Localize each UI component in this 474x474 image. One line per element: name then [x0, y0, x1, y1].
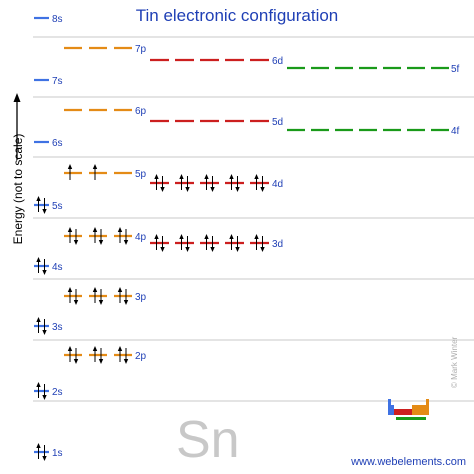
spin-down-arrowhead: [235, 187, 240, 192]
spin-down-arrowhead: [185, 187, 190, 192]
shell-dividers: [33, 36, 474, 402]
spin-down-arrowhead: [42, 456, 47, 461]
spin-down-arrowhead: [42, 270, 47, 275]
spin-up-arrowhead: [67, 287, 73, 292]
orbital-label: 5f: [451, 64, 460, 75]
orbital-4p: 4p: [64, 227, 147, 245]
orbital-7s: 7s: [34, 76, 63, 87]
spin-up-arrowhead: [204, 174, 209, 179]
spin-up-arrowhead: [92, 227, 98, 232]
spin-up-arrowhead: [36, 443, 41, 448]
spin-down-arrowhead: [185, 247, 190, 252]
spin-up-arrowhead: [67, 346, 73, 351]
spin-down-arrowhead: [235, 247, 240, 252]
spin-up-arrowhead: [92, 346, 98, 351]
orbital-4f: 4f: [287, 126, 460, 137]
orbital-6p: 6p: [64, 106, 147, 117]
orbital-label: 7s: [52, 76, 63, 87]
orbital-label: 4p: [135, 232, 147, 243]
orbital-label: 6s: [52, 138, 63, 149]
spin-down-arrowhead: [98, 300, 104, 305]
spin-up-arrowhead: [36, 382, 41, 387]
credit-text: © Mark Winter: [450, 336, 459, 388]
spin-down-arrowhead: [210, 247, 215, 252]
spin-down-arrowhead: [42, 209, 47, 214]
orbital-label: 4f: [451, 126, 460, 137]
spin-up-arrowhead: [36, 317, 41, 322]
orbital-label: 3p: [135, 292, 147, 303]
spin-down-arrowhead: [123, 300, 129, 305]
spin-down-arrowhead: [73, 300, 79, 305]
spin-down-arrowhead: [98, 359, 104, 364]
orbital-label: 1s: [52, 448, 63, 459]
spin-down-arrowhead: [260, 187, 265, 192]
orbital-3d: 3d: [150, 234, 283, 252]
orbital-label: 5p: [135, 169, 147, 180]
spin-down-arrowhead: [210, 187, 215, 192]
orbital-6d: 6d: [150, 56, 283, 67]
spin-up-arrowhead: [117, 287, 123, 292]
orbital-4d: 4d: [150, 174, 283, 192]
orbital-levels: 1s 2s 2p 3s 3p 4s 3d 4p 5s 4d 5p 6s 4f 5d 6p 7s 5f 6d 7p 8s: [34, 14, 460, 461]
spin-up-arrowhead: [92, 287, 98, 292]
orbital-label: 3s: [52, 322, 63, 333]
orbital-label: 5s: [52, 201, 63, 212]
orbital-label: 4d: [272, 179, 283, 190]
orbital-7p: 7p: [64, 44, 147, 55]
orbital-1s: 1s: [34, 443, 63, 461]
spin-down-arrowhead: [42, 330, 47, 335]
spin-up-arrowhead: [254, 234, 259, 239]
spin-up-arrowhead: [92, 164, 98, 169]
orbital-label: 6p: [135, 106, 147, 117]
element-symbol: Sn: [176, 411, 240, 469]
spin-up-arrowhead: [36, 196, 41, 201]
spin-down-arrowhead: [160, 247, 165, 252]
orbital-3s: 3s: [34, 317, 63, 335]
orbital-label: 5d: [272, 117, 283, 128]
spin-up-arrowhead: [67, 164, 73, 169]
spin-down-arrowhead: [73, 240, 79, 245]
orbital-6s: 6s: [34, 138, 63, 149]
orbital-label: 7p: [135, 44, 147, 55]
orbital-5p: 5p: [64, 164, 147, 180]
orbital-label: 2p: [135, 351, 147, 362]
spin-down-arrowhead: [260, 247, 265, 252]
website-link[interactable]: www.webelements.com: [351, 456, 466, 468]
spin-up-arrowhead: [229, 174, 234, 179]
orbital-5f: 5f: [287, 64, 460, 75]
spin-up-arrowhead: [179, 234, 184, 239]
spin-up-arrowhead: [117, 227, 123, 232]
orbital-5s: 5s: [34, 196, 63, 214]
orbital-3p: 3p: [64, 287, 147, 305]
spin-up-arrowhead: [229, 234, 234, 239]
spin-up-arrowhead: [179, 174, 184, 179]
periodic-table-logo: [388, 399, 429, 420]
orbital-label: 2s: [52, 387, 63, 398]
orbital-label: 6d: [272, 56, 283, 67]
spin-down-arrowhead: [73, 359, 79, 364]
spin-up-arrowhead: [154, 174, 159, 179]
spin-up-arrowhead: [254, 174, 259, 179]
orbital-label: 3d: [272, 239, 283, 250]
orbital-label: 4s: [52, 262, 63, 273]
orbital-label: 8s: [52, 14, 63, 25]
orbital-2p: 2p: [64, 346, 147, 364]
spin-down-arrowhead: [160, 187, 165, 192]
spin-up-arrowhead: [204, 234, 209, 239]
chart-title: Tin electronic configuration: [135, 6, 339, 25]
spin-up-arrowhead: [117, 346, 123, 351]
spin-up-arrowhead: [67, 227, 73, 232]
orbital-4s: 4s: [34, 257, 63, 275]
spin-up-arrowhead: [36, 257, 41, 262]
energy-arrow: [13, 93, 21, 160]
spin-up-arrowhead: [154, 234, 159, 239]
orbital-5d: 5d: [150, 117, 283, 128]
spin-down-arrowhead: [123, 359, 129, 364]
spin-down-arrowhead: [98, 240, 104, 245]
spin-down-arrowhead: [123, 240, 129, 245]
orbital-2s: 2s: [34, 382, 63, 400]
orbital-8s: 8s: [34, 14, 63, 25]
spin-down-arrowhead: [42, 395, 47, 400]
